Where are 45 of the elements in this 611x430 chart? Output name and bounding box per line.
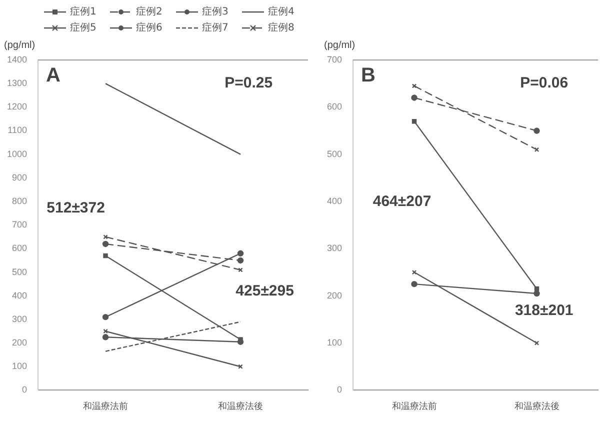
y-tick-label: 200 xyxy=(12,338,28,348)
y-tick-label: 600 xyxy=(12,243,28,254)
annotation: 464±207 xyxy=(372,193,432,210)
annotation: 425±295 xyxy=(236,282,294,300)
y-tick-label: 500 xyxy=(326,148,342,159)
legend-label: 症例8 xyxy=(268,22,294,34)
annotation: 318±201 xyxy=(514,302,574,320)
y-tick-label: 400 xyxy=(12,290,28,300)
y-axis-title: (pg/ml) xyxy=(324,40,356,51)
y-tick-label: 500 xyxy=(12,266,28,277)
y-tick-label: 300 xyxy=(326,243,342,254)
annotation: P=0.25 xyxy=(224,74,273,92)
x-tick-label: 和温療法前 xyxy=(83,401,128,412)
y-tick-label: 700 xyxy=(12,220,28,230)
y-tick-label: 600 xyxy=(326,102,342,112)
chart-title: B xyxy=(361,64,376,87)
y-axis-title: (pg/ml) xyxy=(4,40,36,51)
annotation: 512±372 xyxy=(46,200,105,217)
y-tick-label: 1200 xyxy=(6,102,28,112)
y-tick-label: 0 xyxy=(22,384,28,395)
legend-label: 症例7 xyxy=(202,22,228,34)
legend-label: 症例5 xyxy=(70,22,96,34)
y-tick-label: 300 xyxy=(12,314,28,324)
chart-title: A xyxy=(46,64,60,87)
y-tick-label: 1300 xyxy=(6,78,28,88)
y-tick-label: 0 xyxy=(337,384,342,395)
y-tick-label: 700 xyxy=(326,54,342,64)
annotation: P=0.06 xyxy=(520,74,568,92)
legend-label: 症例4 xyxy=(268,6,294,18)
y-tick-label: 800 xyxy=(12,196,28,206)
y-tick-label: 100 xyxy=(326,338,342,348)
legend-label: 症例6 xyxy=(136,22,162,34)
y-tick-label: 100 xyxy=(12,361,28,372)
x-tick-label: 和温療法後 xyxy=(514,401,560,412)
y-tick-label: 1400 xyxy=(6,54,28,64)
legend-label: 症例3 xyxy=(202,6,228,18)
x-tick-label: 和温療法後 xyxy=(218,401,264,412)
y-tick-label: 900 xyxy=(12,172,28,182)
y-tick-label: 400 xyxy=(326,196,342,206)
y-tick-label: 1000 xyxy=(6,148,28,159)
legend-label: 症例1 xyxy=(70,6,96,18)
x-tick-label: 和温療法前 xyxy=(392,401,437,412)
y-tick-label: 1100 xyxy=(8,125,28,136)
legend-label: 症例2 xyxy=(136,6,162,18)
y-tick-label: 200 xyxy=(326,290,342,300)
